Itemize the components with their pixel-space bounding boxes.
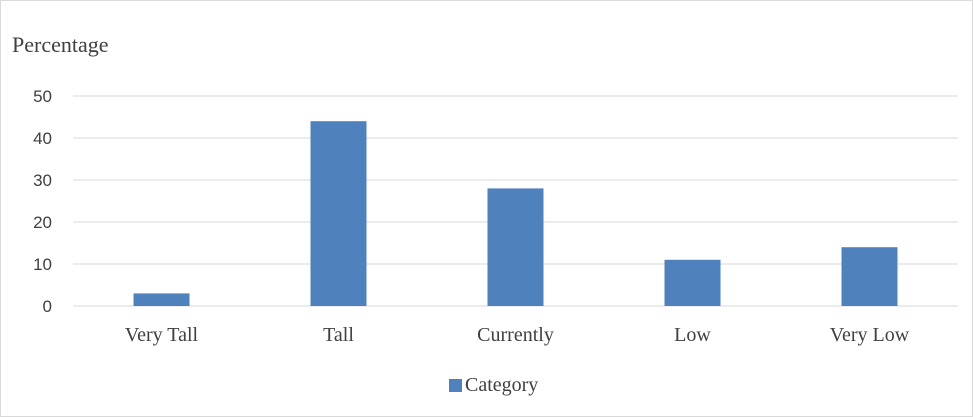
bars (133, 121, 898, 306)
x-tick-label-very-low: Very Low (830, 324, 910, 346)
bar-very-low (841, 247, 898, 306)
legend-label: Category (465, 374, 539, 396)
bar-very-tall (133, 293, 190, 306)
y-axis-ticks: 0 10 20 30 40 50 (33, 87, 52, 316)
y-tick-label-30: 30 (33, 171, 52, 190)
bar-tall (310, 121, 367, 306)
bar-currently (487, 188, 544, 306)
chart-title: Percentage (12, 32, 109, 57)
bar-low (664, 259, 721, 306)
legend: Category (449, 374, 538, 397)
legend-swatch (449, 379, 462, 392)
y-tick-label-40: 40 (33, 129, 52, 148)
x-axis-labels: Very Tall Tall Currently Low Very Low (125, 324, 910, 346)
y-tick-label-20: 20 (33, 213, 52, 232)
x-tick-label-currently: Currently (477, 324, 554, 346)
x-tick-label-very-tall: Very Tall (125, 324, 199, 346)
y-tick-label-10: 10 (33, 255, 52, 274)
y-tick-label-50: 50 (33, 87, 52, 106)
x-tick-label-tall: Tall (323, 324, 354, 346)
x-tick-label-low: Low (674, 324, 711, 346)
y-tick-label-0: 0 (43, 297, 52, 316)
